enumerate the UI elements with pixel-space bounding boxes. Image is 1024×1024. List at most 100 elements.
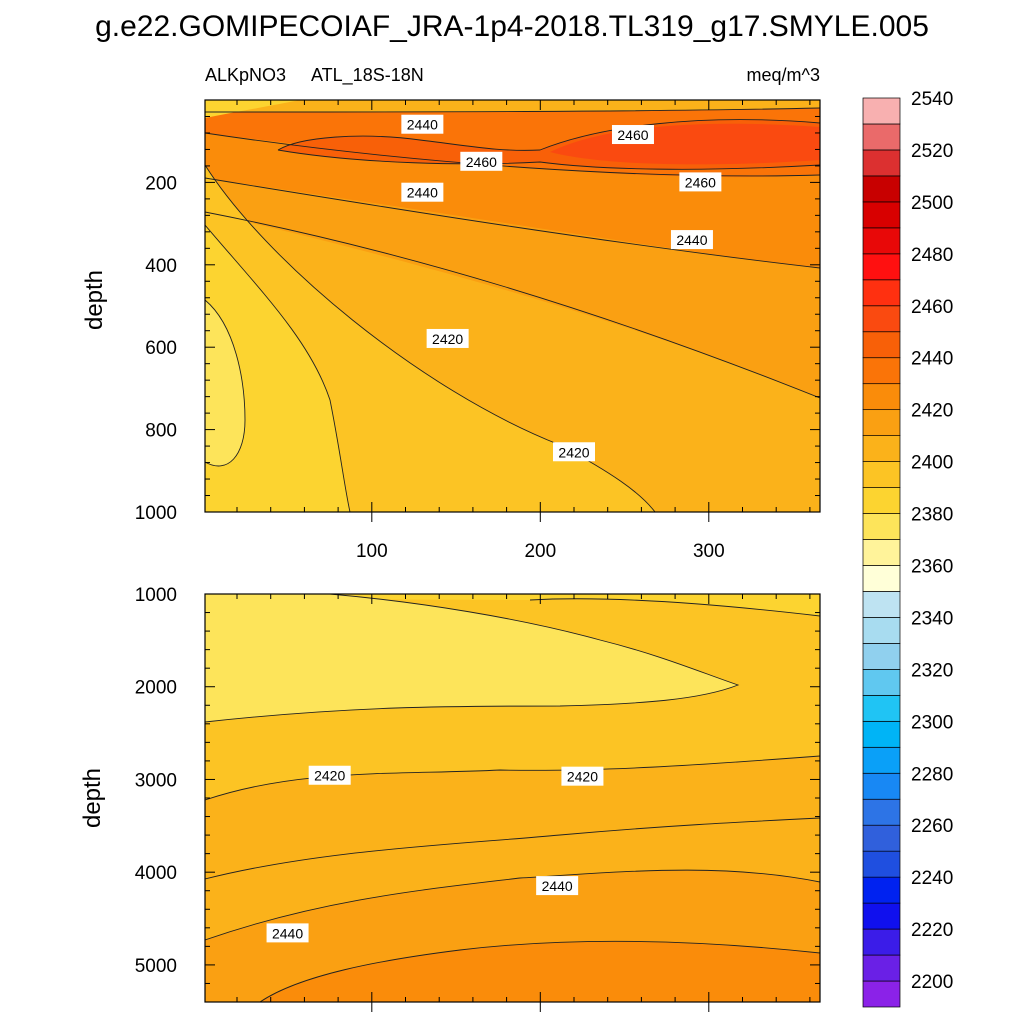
contour-label-text: 2440 — [542, 878, 573, 894]
colorbar-label: 2320 — [911, 660, 953, 681]
colorbar-swatch — [862, 357, 901, 385]
colorbar-swatch — [862, 279, 901, 307]
upper-axis: 200 400 600 800 1000 — [135, 99, 820, 524]
shared-x-axis: 100 200 300 — [236, 100, 811, 1012]
colorbar-swatch — [862, 513, 901, 540]
contour-label: 2440 — [266, 923, 309, 943]
variable-label: ALKpNO3 — [205, 65, 286, 85]
x-tick-label: 100 — [356, 541, 388, 562]
colorbar-swatch — [862, 798, 901, 826]
colorbar-swatch — [862, 487, 901, 514]
units-label: meq/m^3 — [747, 65, 820, 85]
colorbar-swatch — [862, 850, 901, 878]
colorbar-label: 2440 — [911, 349, 953, 370]
y-tick-label: 3000 — [135, 770, 177, 791]
colorbar-swatch — [862, 175, 901, 203]
colorbar-label: 2480 — [911, 245, 953, 266]
colorbar-swatch — [862, 980, 901, 1008]
contour-label: 2460 — [611, 125, 654, 145]
colorbar-label: 2400 — [911, 453, 953, 474]
upper-contour-fill — [205, 100, 820, 512]
colorbar-label: 2280 — [911, 764, 953, 785]
contour-label-text: 2460 — [466, 154, 497, 170]
contour-label-text: 2440 — [407, 185, 438, 201]
colorbar-label: 2500 — [911, 193, 953, 214]
upper-panel: 200 400 600 800 1000 depth — [81, 99, 821, 524]
colorbar-swatch — [862, 565, 901, 592]
upper-ylabel: depth — [81, 270, 108, 330]
colorbar-swatch — [862, 435, 901, 462]
lower-band-2450 — [260, 941, 820, 1002]
colorbar-swatch — [862, 539, 901, 566]
contour-label: 2460 — [679, 172, 722, 192]
contour-label-text: 2440 — [272, 925, 303, 941]
colorbar-swatch — [862, 409, 901, 436]
colorbar-label: 2380 — [911, 505, 953, 526]
colorbar-swatch — [862, 954, 901, 982]
contour-label: 2440 — [401, 182, 444, 202]
contour-label-text: 2420 — [432, 331, 463, 347]
y-tick-label: 400 — [145, 256, 177, 277]
colorbar-swatch — [862, 305, 901, 333]
colorbar-label: 2220 — [911, 920, 953, 941]
lower-axis: 1000 2000 3000 4000 5000 — [135, 585, 820, 1003]
contour-label: 2460 — [460, 151, 503, 171]
upper-surface-light — [205, 100, 300, 118]
colorbar-swatch — [862, 253, 901, 281]
x-tick-label: 300 — [693, 541, 725, 562]
upper-surface-mixed — [205, 100, 820, 112]
colorbar-swatch — [862, 902, 901, 930]
y-tick-label: 600 — [145, 338, 177, 359]
colorbar-label: 2300 — [911, 712, 953, 733]
colorbar-swatch — [862, 876, 901, 904]
figure-title: g.e22.GOMIPECOIAF_JRA-1p4-2018.TL319_g17… — [95, 10, 929, 43]
colorbar-swatch — [862, 461, 901, 488]
colorbar-swatch — [862, 149, 901, 177]
contour-label-text: 2440 — [407, 117, 438, 133]
contour-label: 2420 — [561, 766, 604, 786]
colorbar-swatch — [862, 591, 901, 618]
y-tick-label: 4000 — [135, 863, 177, 884]
contour-label: 2440 — [536, 876, 579, 896]
colorbar-swatch — [862, 331, 901, 359]
upper-contour-lines — [205, 107, 820, 512]
colorbar-swatch — [862, 227, 901, 255]
contour-label-text: 2440 — [676, 232, 707, 248]
y-tick-label: 800 — [145, 421, 177, 442]
lower-band-2410 — [205, 594, 820, 616]
colorbar-label: 2360 — [911, 556, 953, 577]
region-label: ATL_18S-18N — [311, 65, 424, 86]
contour-label-text: 2460 — [617, 127, 648, 143]
y-tick-label: 5000 — [135, 956, 177, 977]
contour-label-text: 2420 — [567, 769, 598, 785]
colorbar-label: 2420 — [911, 401, 953, 422]
colorbar-swatch — [862, 383, 901, 411]
colorbar-label: 2540 — [911, 89, 953, 110]
colorbar-label: 2240 — [911, 868, 953, 889]
y-tick-label: 1000 — [135, 503, 177, 524]
lower-contour-fill — [205, 594, 820, 1002]
colorbar-swatch — [862, 694, 901, 722]
contour-labels: 2440 2460 2460 2460 2440 2440 2420 2420 2420 2420… — [266, 114, 722, 943]
y-tick-label: 200 — [145, 173, 177, 194]
contour-label: 2440 — [401, 114, 444, 134]
colorbar-swatch — [862, 928, 901, 956]
y-tick-label: 2000 — [135, 678, 177, 699]
colorbar-label: 2200 — [911, 972, 953, 993]
y-tick-label: 1000 — [135, 585, 177, 606]
contour-label-text: 2460 — [685, 174, 716, 190]
contour-label: 2420 — [426, 328, 469, 348]
colorbar-swatch — [862, 824, 901, 852]
colorbar-label: 2460 — [911, 297, 953, 318]
colorbar-swatch — [862, 97, 901, 125]
colorbar: 2200 2220 2240 2260 2280 2300 2320 2340 2360 2380… — [862, 89, 953, 1008]
colorbar-swatch — [862, 772, 901, 800]
colorbar-swatch — [862, 669, 901, 696]
contour-label: 2440 — [670, 230, 713, 250]
contour-label: 2420 — [308, 765, 351, 785]
contour-label: 2420 — [553, 442, 595, 462]
colorbar-swatch — [862, 201, 901, 229]
colorbar-label: 2520 — [911, 141, 953, 162]
lower-panel: 1000 2000 3000 4000 5000 depth — [79, 585, 821, 1003]
